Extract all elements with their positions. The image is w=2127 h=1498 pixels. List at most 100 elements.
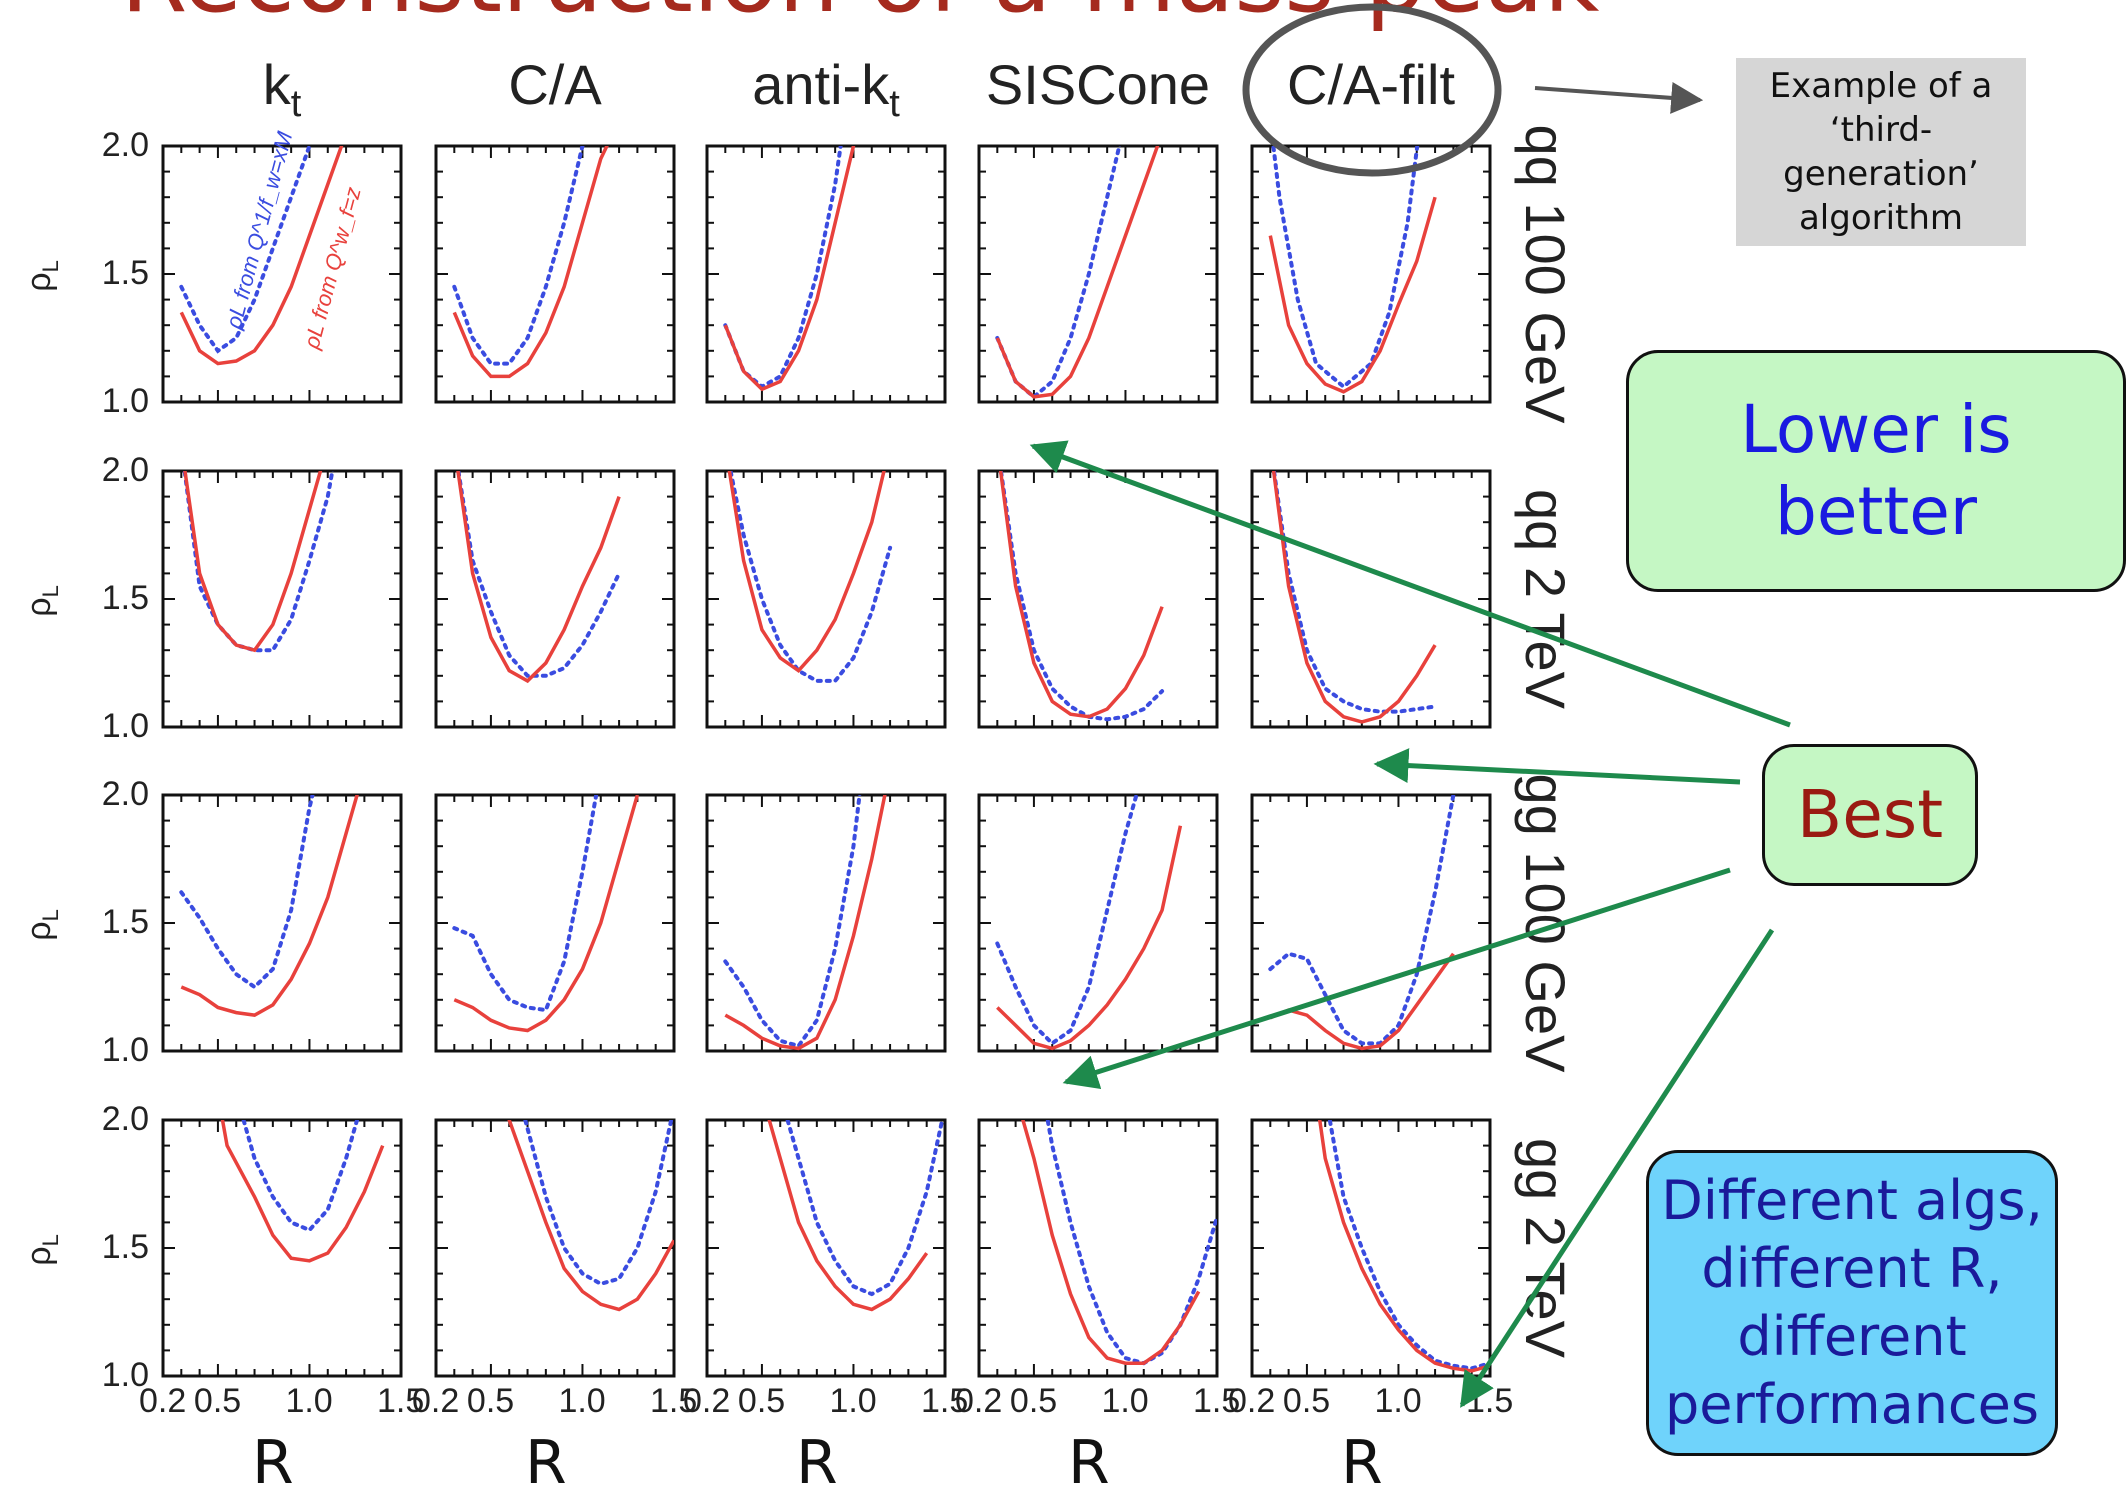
x-axis-label: R — [1341, 1428, 1383, 1498]
lower-is-better-box: Lower is better — [1626, 350, 2126, 592]
x-tick-label: 0.5 — [737, 1382, 786, 1420]
blue-series-line — [785, 1120, 945, 1297]
red-series-line — [724, 795, 887, 1051]
blue-series-line — [456, 471, 622, 678]
x-tick-label: 1.5 — [1193, 1382, 1241, 1420]
y-tick-label: 1.0 — [101, 1356, 149, 1394]
column-header: anti-kt — [701, 52, 951, 126]
x-tick-label: 0.5 — [1282, 1382, 1331, 1420]
x-tick-label: 1.0 — [285, 1382, 333, 1420]
y-tick-label: 1.5 — [101, 1228, 149, 1266]
x-tick-label: 1.5 — [650, 1382, 698, 1420]
best-box: Best — [1762, 744, 1978, 886]
red-series-line — [727, 471, 886, 674]
column-header-sub: t — [889, 83, 900, 126]
red-series-line — [452, 146, 609, 379]
blue-series-line — [998, 471, 1165, 722]
red-series-line — [507, 1120, 674, 1312]
red-series-line — [767, 1120, 929, 1312]
y-tick-label: 2.0 — [101, 1100, 149, 1138]
red-series-line — [1269, 952, 1455, 1051]
x-tick-label: 1.0 — [1101, 1382, 1149, 1420]
blue-series-line — [1271, 471, 1438, 714]
blue-series-line — [182, 471, 335, 653]
best-arrow — [1459, 928, 1775, 1408]
red-series-line — [996, 825, 1183, 1051]
red-series-line — [1317, 1120, 1490, 1373]
x-tick-label: 0.5 — [466, 1382, 515, 1420]
blue-series-line — [1045, 1120, 1217, 1366]
blue-series-line — [723, 795, 862, 1049]
x-axis-label: R — [1068, 1428, 1110, 1498]
red-series-line — [723, 146, 856, 392]
blue-series-line — [179, 146, 312, 354]
panel-2-3 — [977, 793, 1219, 1053]
blue-series-line — [1268, 795, 1456, 1046]
blue-series-line — [452, 146, 585, 366]
panel-frame — [161, 144, 403, 404]
y-tick-label: 1.0 — [101, 707, 149, 745]
x-tick-label: 1.0 — [829, 1382, 877, 1420]
red-series-line — [995, 146, 1160, 399]
red-series-line — [180, 795, 359, 1017]
best-arrow — [1029, 440, 1791, 728]
panel-frame — [705, 793, 947, 1053]
panel-frame — [434, 144, 676, 404]
panel-2-2 — [705, 793, 947, 1053]
panel-2-0 — [161, 793, 403, 1053]
column-header: C/A-filt — [1246, 52, 1496, 117]
panel-0-4 — [1250, 144, 1492, 404]
red-series-line — [1268, 196, 1437, 394]
x-tick-label: 1.0 — [1374, 1382, 1422, 1420]
example-note-box: Example of a ‘third-generation’ algorith… — [1736, 58, 2026, 246]
panel-1-3 — [977, 469, 1219, 729]
panel-1-2 — [705, 469, 947, 729]
panel-0-1 — [434, 144, 676, 404]
blue-series-line — [1271, 146, 1420, 390]
blue-series-line — [452, 795, 599, 1013]
x-tick-label: 0.5 — [1009, 1382, 1058, 1420]
different-algs-text: Different algs, different R, different p… — [1661, 1169, 2043, 1436]
panel-frame — [705, 1118, 947, 1378]
panel-frame — [977, 144, 1219, 404]
column-header-main: k — [262, 53, 291, 116]
x-axis-label: R — [796, 1428, 838, 1498]
y-tick-label: 1.5 — [101, 579, 149, 617]
column-header: SISCone — [973, 52, 1223, 117]
column-header-sub: t — [290, 83, 302, 126]
best-arrow — [1062, 867, 1731, 1090]
y-tick-label: 2.0 — [101, 775, 149, 813]
panel-frame — [977, 469, 1219, 729]
panel-1-0 — [161, 469, 403, 729]
column-header-main: anti-k — [752, 53, 890, 116]
panel-1-4 — [1250, 469, 1492, 729]
blue-series-line — [728, 471, 893, 683]
panel-3-1 — [434, 1118, 676, 1378]
column-header-main: C/A — [508, 53, 602, 116]
red-series-line — [183, 471, 323, 653]
blue-series-line — [1327, 1120, 1490, 1371]
highlight-ellipse — [1242, 3, 1502, 177]
red-series-line — [1021, 1120, 1201, 1365]
blue-series-line — [179, 795, 315, 990]
panel-1-1 — [434, 469, 676, 729]
panel-0-3 — [977, 144, 1219, 404]
example-arrow — [1534, 81, 1704, 114]
best-arrow — [1373, 748, 1741, 785]
panel-frame — [434, 469, 676, 729]
red-series-line — [456, 471, 621, 684]
blue-series-line — [995, 146, 1122, 400]
blue-series-line — [995, 795, 1139, 1046]
x-tick-label: 1.5 — [921, 1382, 969, 1420]
red-series-line — [179, 146, 344, 366]
column-header: C/A — [430, 52, 680, 117]
x-axis-label: R — [525, 1428, 567, 1498]
panel-0-2 — [705, 144, 947, 404]
panel-3-4 — [1250, 1118, 1492, 1378]
y-tick-label: 1.0 — [101, 1031, 149, 1069]
y-tick-label: 2.0 — [101, 126, 149, 164]
x-tick-label: 0.2 — [139, 1382, 187, 1420]
panel-3-2 — [705, 1118, 947, 1378]
panel-2-1 — [434, 793, 676, 1053]
